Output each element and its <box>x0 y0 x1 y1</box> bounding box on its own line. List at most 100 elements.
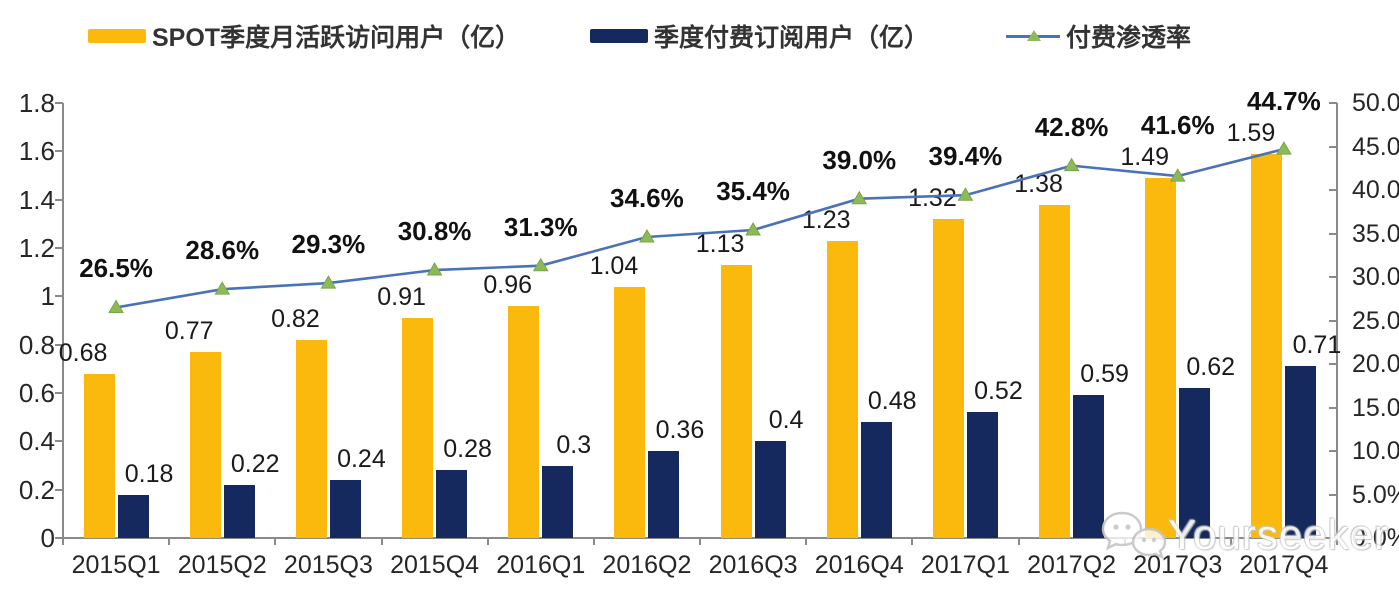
penetration-marker-2017Q3 <box>1169 168 1186 182</box>
x-axis-label: 2015Q2 <box>177 551 267 579</box>
subscriber-value-label: 0.4 <box>768 406 804 435</box>
right-axis-tick <box>1329 145 1337 148</box>
right-axis-tick <box>1329 450 1337 452</box>
left-axis-tick <box>55 295 63 298</box>
penetration-marker-2015Q1 <box>108 299 124 313</box>
left-axis-label: 0 <box>40 523 55 553</box>
right-axis-label: 45.0% <box>1352 132 1399 161</box>
left-axis-label: 1.2 <box>18 233 55 263</box>
left-axis-label: 1.8 <box>18 88 55 118</box>
mau-value-label: 1.49 <box>1120 142 1170 171</box>
penetration-value-label: 41.6% <box>1140 109 1215 140</box>
legend-item-subscribers: 季度付费订阅用户（亿） <box>590 18 929 54</box>
subscriber-bar-2015Q3 <box>329 480 361 538</box>
right-axis-tick <box>1329 406 1337 409</box>
penetration-marker-2015Q4 <box>426 262 443 276</box>
mau-value-label: 0.91 <box>377 283 426 312</box>
left-axis-tick <box>55 537 63 539</box>
left-axis-label: 0.6 <box>18 378 55 408</box>
subscriber-value-label: 0.62 <box>1186 353 1236 382</box>
penetration-marker-2016Q1 <box>532 257 549 272</box>
right-axis-label: 25.0% <box>1352 306 1399 335</box>
mau-value-label: 1.13 <box>695 229 745 258</box>
penetration-value-label: 28.6% <box>185 235 260 266</box>
mau-bar-2015Q4 <box>402 318 434 538</box>
penetration-marker-2017Q2 <box>1063 157 1080 172</box>
subscriber-bar-2017Q1 <box>966 412 998 538</box>
subscriber-value-label: 0.22 <box>230 449 280 478</box>
x-axis-tick <box>1229 538 1232 545</box>
subscribers-legend-swatch <box>590 29 648 43</box>
penetration-value-label: 44.7% <box>1247 85 1321 116</box>
subscriber-bar-2017Q4 <box>1285 366 1317 538</box>
mau-value-label: 1.59 <box>1226 118 1276 147</box>
right-axis-label: 50.0% <box>1352 89 1399 117</box>
right-axis-tick <box>1329 319 1337 322</box>
right-axis-label: 30.0% <box>1352 263 1399 291</box>
penetration-value-label: 26.5% <box>79 253 153 284</box>
subscriber-bar-2016Q4 <box>860 422 892 538</box>
penetration-legend-marker <box>1006 28 1060 44</box>
subscriber-value-label: 0.52 <box>974 377 1023 406</box>
mau-legend-swatch <box>88 29 146 43</box>
left-axis-label: 0.2 <box>18 474 55 505</box>
penetration-marker-2015Q3 <box>320 275 337 289</box>
mau-bar-2016Q3 <box>720 264 752 538</box>
x-axis-label: 2016Q3 <box>708 551 798 579</box>
x-axis-tick <box>1336 538 1338 545</box>
x-axis-tick <box>592 538 595 545</box>
x-axis-tick <box>274 538 277 545</box>
subscriber-bar-2017Q3 <box>1179 388 1211 538</box>
penetration-value-label: 30.8% <box>397 216 472 247</box>
penetration-value-label: 42.8% <box>1034 111 1109 142</box>
penetration-value-label: 39.0% <box>822 144 897 175</box>
left-axis <box>62 103 64 538</box>
right-axis-label: 0.0% <box>1352 524 1399 552</box>
penetration-marker-2017Q4 <box>1276 141 1292 155</box>
right-axis-tick <box>1329 363 1337 365</box>
mau-legend-label: SPOT季度月活跃访问用户（亿） <box>152 24 521 52</box>
x-axis-label: 2015Q1 <box>71 551 161 579</box>
left-axis-label: 0.8 <box>18 329 55 360</box>
x-axis-label: 2016Q4 <box>814 551 904 579</box>
triangle-marker-icon <box>1027 30 1041 41</box>
mau-bar-2015Q3 <box>295 339 327 538</box>
left-axis-label: 1.4 <box>18 184 55 215</box>
subscriber-bar-2016Q3 <box>754 441 786 538</box>
mau-bar-2015Q2 <box>189 351 221 538</box>
subscriber-value-label: 0.28 <box>443 435 492 464</box>
mau-bar-2017Q4 <box>1251 153 1283 538</box>
mau-bar-2017Q2 <box>1039 204 1071 538</box>
left-axis-tick <box>55 198 63 201</box>
subscriber-bar-2016Q1 <box>542 465 574 538</box>
subscriber-value-label: 0.71 <box>1292 331 1342 360</box>
right-axis-label: 35.0% <box>1352 219 1399 248</box>
right-axis-label: 20.0% <box>1352 350 1399 378</box>
mau-value-label: 0.68 <box>58 338 108 367</box>
right-axis-tick <box>1329 189 1337 191</box>
mau-bar-2017Q3 <box>1145 177 1177 538</box>
left-axis-tick <box>55 440 63 443</box>
x-axis-tick <box>1017 538 1020 545</box>
x-axis-tick <box>486 538 489 545</box>
right-axis-tick <box>1329 232 1337 235</box>
subscriber-bar-2015Q2 <box>223 484 255 538</box>
left-axis-tick <box>55 150 63 153</box>
penetration-value-label: 35.4% <box>716 176 790 207</box>
mau-bar-2015Q1 <box>83 373 115 538</box>
x-axis-tick <box>62 538 64 545</box>
subscriber-value-label: 0.48 <box>867 387 917 415</box>
penetration-marker-2016Q2 <box>639 228 655 243</box>
subscriber-bar-2017Q2 <box>1073 395 1105 538</box>
mau-bar-2016Q1 <box>508 306 540 538</box>
legend-item-penetration: 付费渗透率 <box>1006 18 1191 54</box>
x-axis-tick <box>168 538 171 545</box>
left-axis-tick <box>55 247 63 249</box>
subscriber-value-label: 0.3 <box>556 430 592 459</box>
penetration-marker-2016Q4 <box>851 190 868 205</box>
right-axis-tick <box>1329 493 1337 496</box>
x-axis-tick <box>699 538 701 545</box>
mau-value-label: 0.82 <box>271 304 320 333</box>
